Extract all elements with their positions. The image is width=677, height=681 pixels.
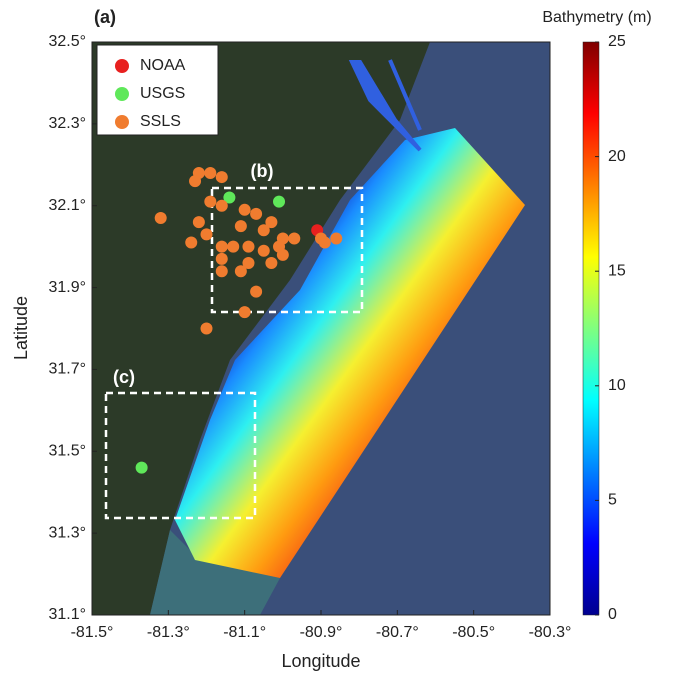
legend-label: USGS — [140, 85, 185, 102]
y-tick-label: 32.1° — [48, 197, 86, 214]
legend-marker — [115, 115, 129, 129]
station — [201, 323, 213, 335]
station — [315, 232, 327, 244]
inset-label: (b) — [251, 161, 274, 181]
legend-marker — [115, 59, 129, 73]
station — [201, 228, 213, 240]
station — [204, 196, 216, 208]
legend-label: SSLS — [140, 113, 181, 130]
y-axis-label: Latitude — [11, 296, 31, 360]
station — [273, 196, 285, 208]
x-tick-label: -80.9° — [300, 624, 343, 641]
station — [227, 241, 239, 253]
y-tick-label: 32.5° — [48, 33, 86, 50]
colorbar-label: Bathymetry (m) — [542, 9, 651, 26]
page: (b) (c) (a) Longitude Latitude Bathymetr… — [0, 0, 677, 681]
station — [235, 265, 247, 277]
colorbar-tick-label: 10 — [608, 377, 626, 394]
station — [239, 306, 251, 318]
panel-title: (a) — [94, 7, 116, 27]
station — [189, 175, 201, 187]
station — [216, 200, 228, 212]
colorbar-tick-label: 0 — [608, 606, 617, 623]
x-tick-label: -81.3° — [147, 624, 190, 641]
y-tick-label: 32.3° — [48, 115, 86, 132]
station — [239, 204, 251, 216]
station — [216, 253, 228, 265]
x-axis-label: Longitude — [281, 651, 360, 671]
x-tick-label: -80.7° — [376, 624, 419, 641]
station — [216, 171, 228, 183]
x-tick-label: -81.5° — [71, 624, 114, 641]
station — [185, 237, 197, 249]
x-tick-label: -80.5° — [452, 624, 495, 641]
colorbar-tick-label: 5 — [608, 492, 617, 509]
colorbar — [583, 42, 599, 615]
x-tick-label: -80.3° — [529, 624, 572, 641]
map-figure: (b) (c) (a) Longitude Latitude Bathymetr… — [0, 0, 677, 676]
y-tick-label: 31.1° — [48, 606, 86, 623]
station — [288, 232, 300, 244]
station — [277, 249, 289, 261]
legend-label: NOAA — [140, 57, 186, 74]
station — [216, 241, 228, 253]
station — [204, 167, 216, 179]
colorbar-tick-label: 20 — [608, 148, 626, 165]
inset-label: (c) — [113, 367, 135, 387]
y-tick-label: 31.5° — [48, 443, 86, 460]
station — [155, 212, 167, 224]
station — [242, 241, 254, 253]
y-tick-label: 31.9° — [48, 279, 86, 296]
station — [235, 220, 247, 232]
station — [250, 286, 262, 298]
station — [330, 232, 342, 244]
station — [250, 208, 262, 220]
legend-marker — [115, 87, 129, 101]
y-tick-label: 31.3° — [48, 524, 86, 541]
station — [265, 257, 277, 269]
station — [136, 462, 148, 474]
station — [265, 216, 277, 228]
x-tick-label: -81.1° — [223, 624, 266, 641]
y-tick-label: 31.7° — [48, 361, 86, 378]
colorbar-tick-label: 25 — [608, 33, 626, 50]
station — [258, 245, 270, 257]
station — [216, 265, 228, 277]
colorbar-tick-label: 15 — [608, 262, 626, 279]
station — [193, 216, 205, 228]
